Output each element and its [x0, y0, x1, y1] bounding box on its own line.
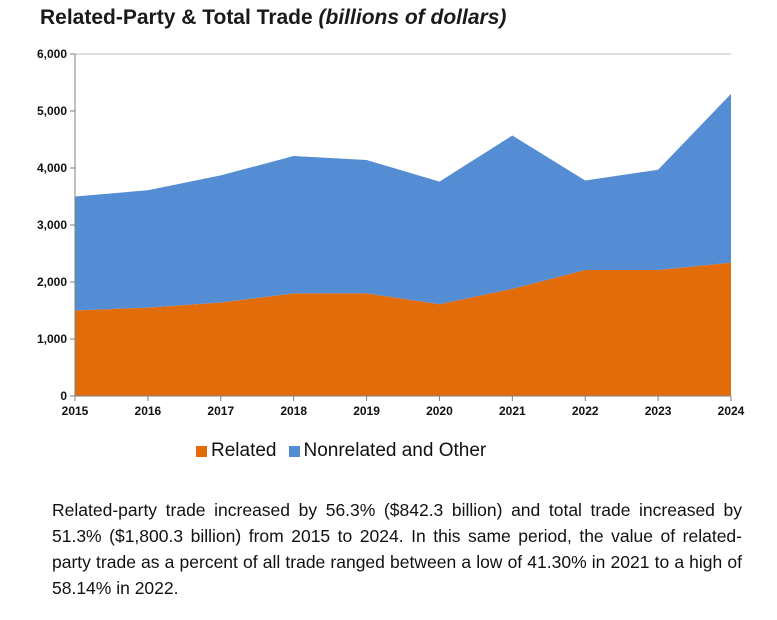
- x-tick-label: 2021: [499, 404, 526, 418]
- x-tick-label: 2022: [572, 404, 599, 418]
- series-area-1: [75, 93, 731, 311]
- x-tick-label: 2018: [280, 404, 307, 418]
- legend-label-nonrelated: Nonrelated and Other: [303, 440, 487, 461]
- series-area-0: [75, 262, 731, 396]
- chart-caption: Related-party trade increased by 56.3% (…: [52, 500, 742, 598]
- chart-subtitle: (billions of dollars): [318, 6, 507, 29]
- legend-swatch-related: [196, 445, 207, 457]
- y-tick-label: 2,000: [37, 275, 67, 289]
- y-tick-label: 5,000: [37, 104, 67, 118]
- y-tick-label: 1,000: [37, 332, 67, 346]
- x-tick-label: 2024: [718, 404, 745, 418]
- legend-swatch-nonrelated: [288, 445, 300, 457]
- x-tick-label: 2015: [62, 404, 89, 418]
- chart-legend: Related Nonrelated and Other: [196, 440, 498, 462]
- x-tick-label: 2020: [426, 404, 453, 418]
- legend-label-related: Related: [211, 440, 277, 461]
- area-chart: 0 1,000 2,000 3,000 4,000 5,000 6,000 2015 2016 2…: [37, 47, 745, 418]
- legend-item-related: Related: [196, 440, 277, 462]
- chart-title-main: Related-Party & Total Trade: [40, 6, 313, 29]
- y-tick-label: 3,000: [37, 218, 67, 232]
- x-tick-label: 2019: [353, 404, 380, 418]
- y-tick-label: 6,000: [37, 47, 67, 61]
- x-tick-label: 2023: [645, 404, 672, 418]
- chart-title: Related-Party & Total Trade (billions of…: [40, 6, 506, 30]
- y-tick-label: 4,000: [37, 161, 67, 175]
- y-tick-label: 0: [60, 389, 67, 403]
- legend-item-nonrelated: Nonrelated and Other: [288, 440, 487, 462]
- x-tick-label: 2017: [207, 404, 234, 418]
- x-tick-label: 2016: [135, 404, 162, 418]
